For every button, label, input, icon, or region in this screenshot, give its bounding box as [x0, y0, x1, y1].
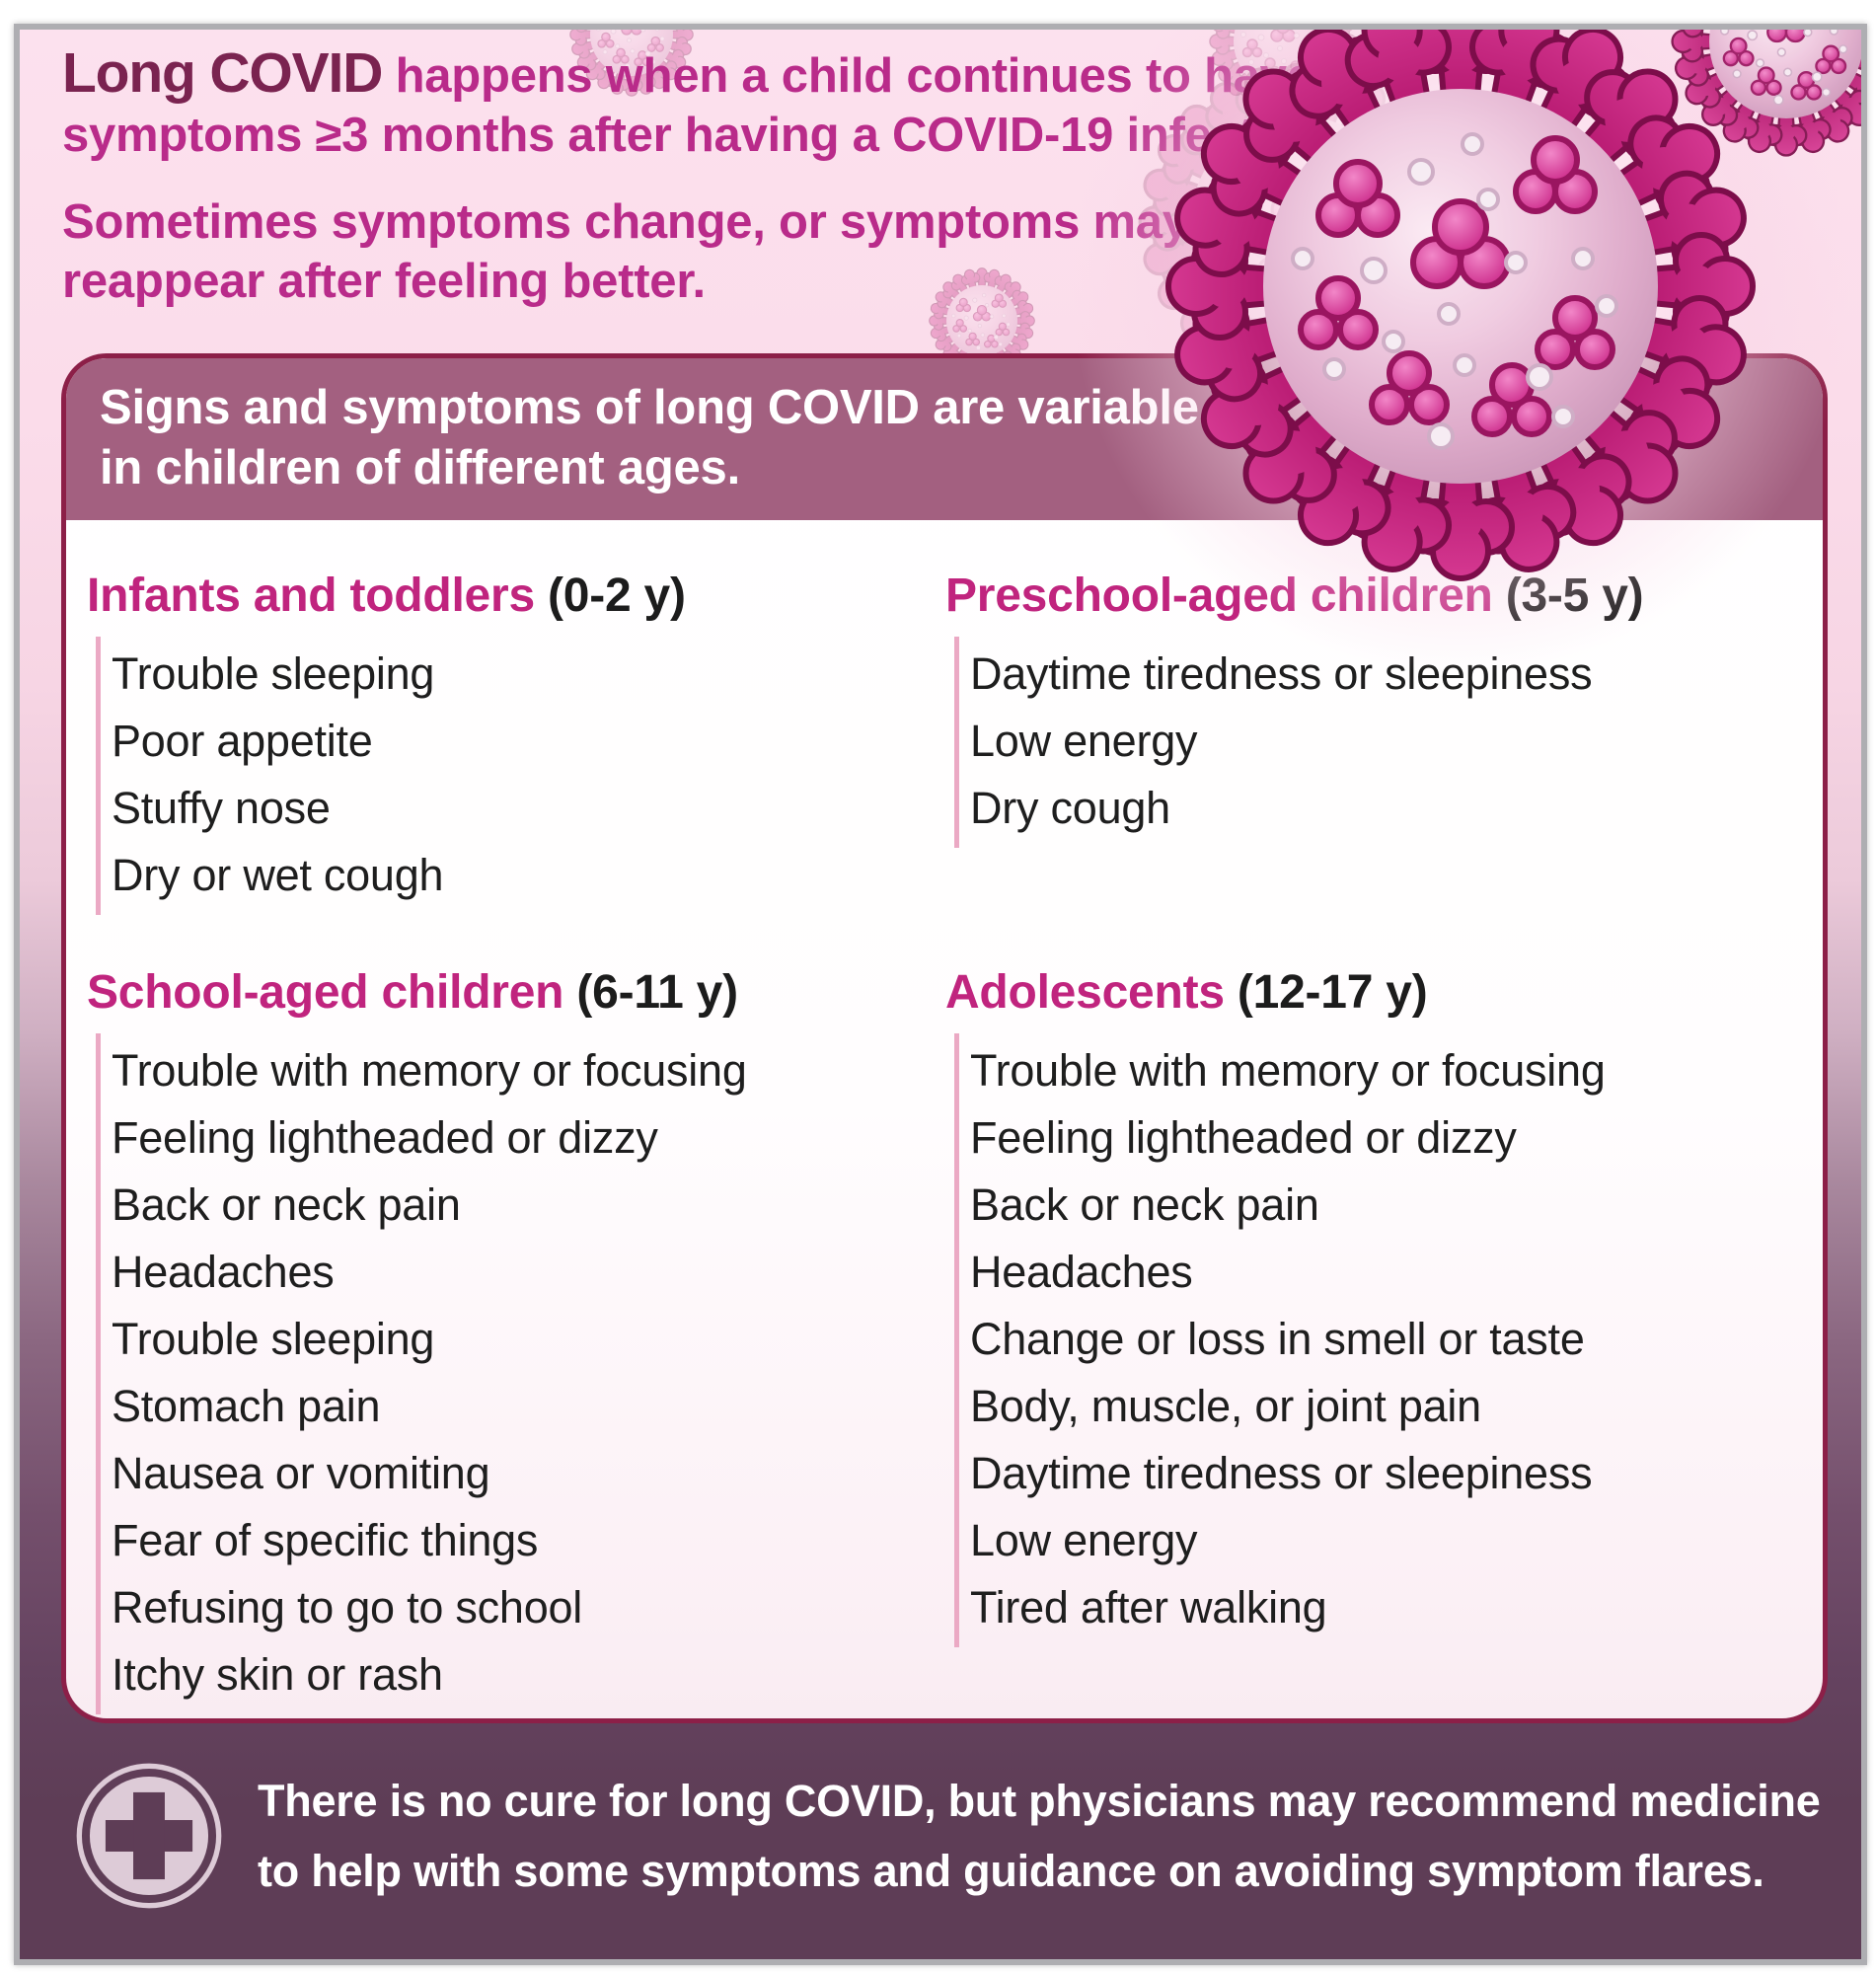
symptoms-card: Signs and symptoms of long COVID are var…: [61, 353, 1828, 1723]
section-school-aged: School-aged children (6-11 y) Trouble wi…: [87, 966, 945, 1714]
intro-line-4: reappear after feeling better.: [62, 255, 706, 308]
symptom-list: Daytime tiredness or sleepiness Low ener…: [954, 637, 1804, 848]
symptom-item: Feeling lightheaded or dizzy: [970, 1112, 1517, 1163]
intro-line-2: symptoms ≥3 months after having a COVID-…: [62, 109, 1339, 162]
symptom-item: Trouble with memory or focusing: [970, 1045, 1606, 1096]
footer-line-2: to help with some symptoms and guidance …: [258, 1846, 1764, 1896]
symptom-item: Trouble sleeping: [112, 1314, 435, 1364]
symptom-item: Headaches: [112, 1247, 335, 1297]
symptom-item: Back or neck pain: [112, 1179, 461, 1230]
long-covid-lead: Long COVID: [62, 41, 383, 105]
symptom-item: Fear of specific things: [112, 1515, 539, 1565]
symptom-item: Stuffy nose: [112, 783, 331, 833]
section-preschool: Preschool-aged children (3-5 y) Daytime …: [945, 569, 1804, 915]
symptom-item: Daytime tiredness or sleepiness: [970, 648, 1593, 699]
symptom-list: Trouble with memory or focusing Feeling …: [96, 1033, 945, 1714]
intro-line-1: Long COVID happens when a child continue…: [62, 41, 1313, 105]
intro-text: Long COVID happens when a child continue…: [62, 43, 1339, 311]
intro-line-3: Sometimes symptoms change, or symptoms m…: [62, 195, 1189, 249]
footer-text: There is no cure for long COVID, but phy…: [258, 1766, 1821, 1906]
footer-line-1: There is no cure for long COVID, but phy…: [258, 1776, 1821, 1826]
symptom-item: Dry cough: [970, 783, 1170, 833]
symptom-item: Stomach pain: [112, 1381, 381, 1431]
symptom-list: Trouble with memory or focusing Feeling …: [954, 1033, 1804, 1647]
section-adolescents: Adolescents (12-17 y) Trouble with memor…: [945, 966, 1804, 1714]
symptom-item: Change or loss in smell or taste: [970, 1314, 1585, 1364]
banner-line-1: Signs and symptoms of long COVID are var…: [100, 381, 1199, 434]
symptom-item: Low energy: [970, 1515, 1198, 1565]
section-heading: Infants and toddlers (0-2 y): [87, 569, 686, 622]
section-heading: Preschool-aged children (3-5 y): [945, 569, 1644, 622]
section-infants-toddlers: Infants and toddlers (0-2 y) Trouble sle…: [87, 569, 945, 915]
banner-line-2: in children of different ages.: [100, 441, 740, 494]
footer-note: There is no cure for long COVID, but phy…: [74, 1747, 1821, 1925]
medical-cross-icon: [76, 1763, 222, 1909]
card-header-banner: Signs and symptoms of long COVID are var…: [66, 358, 1823, 520]
section-heading: Adolescents (12-17 y): [945, 966, 1428, 1019]
symptom-item: Daytime tiredness or sleepiness: [970, 1448, 1593, 1498]
card-body: Infants and toddlers (0-2 y) Trouble sle…: [66, 520, 1823, 1714]
page-frame: Long COVID happens when a child continue…: [14, 24, 1867, 1965]
symptom-item: Trouble sleeping: [112, 648, 435, 699]
symptom-item: Feeling lightheaded or dizzy: [112, 1112, 658, 1163]
symptom-item: Body, muscle, or joint pain: [970, 1381, 1481, 1431]
section-heading: School-aged children (6-11 y): [87, 966, 738, 1019]
symptom-item: Poor appetite: [112, 716, 373, 766]
symptom-item: Refusing to go to school: [112, 1582, 583, 1632]
infographic-canvas: Long COVID happens when a child continue…: [20, 30, 1861, 1959]
symptom-item: Nausea or vomiting: [112, 1448, 490, 1498]
symptom-item: Tired after walking: [970, 1582, 1327, 1632]
symptom-item: Dry or wet cough: [112, 850, 444, 900]
symptom-item: Back or neck pain: [970, 1179, 1319, 1230]
symptom-item: Low energy: [970, 716, 1198, 766]
symptom-item: Itchy skin or rash: [112, 1649, 443, 1700]
symptom-list: Trouble sleeping Poor appetite Stuffy no…: [96, 637, 945, 915]
symptom-item: Trouble with memory or focusing: [112, 1045, 747, 1096]
coronavirus-corner-icon: [1671, 30, 1861, 157]
symptom-item: Headaches: [970, 1247, 1193, 1297]
